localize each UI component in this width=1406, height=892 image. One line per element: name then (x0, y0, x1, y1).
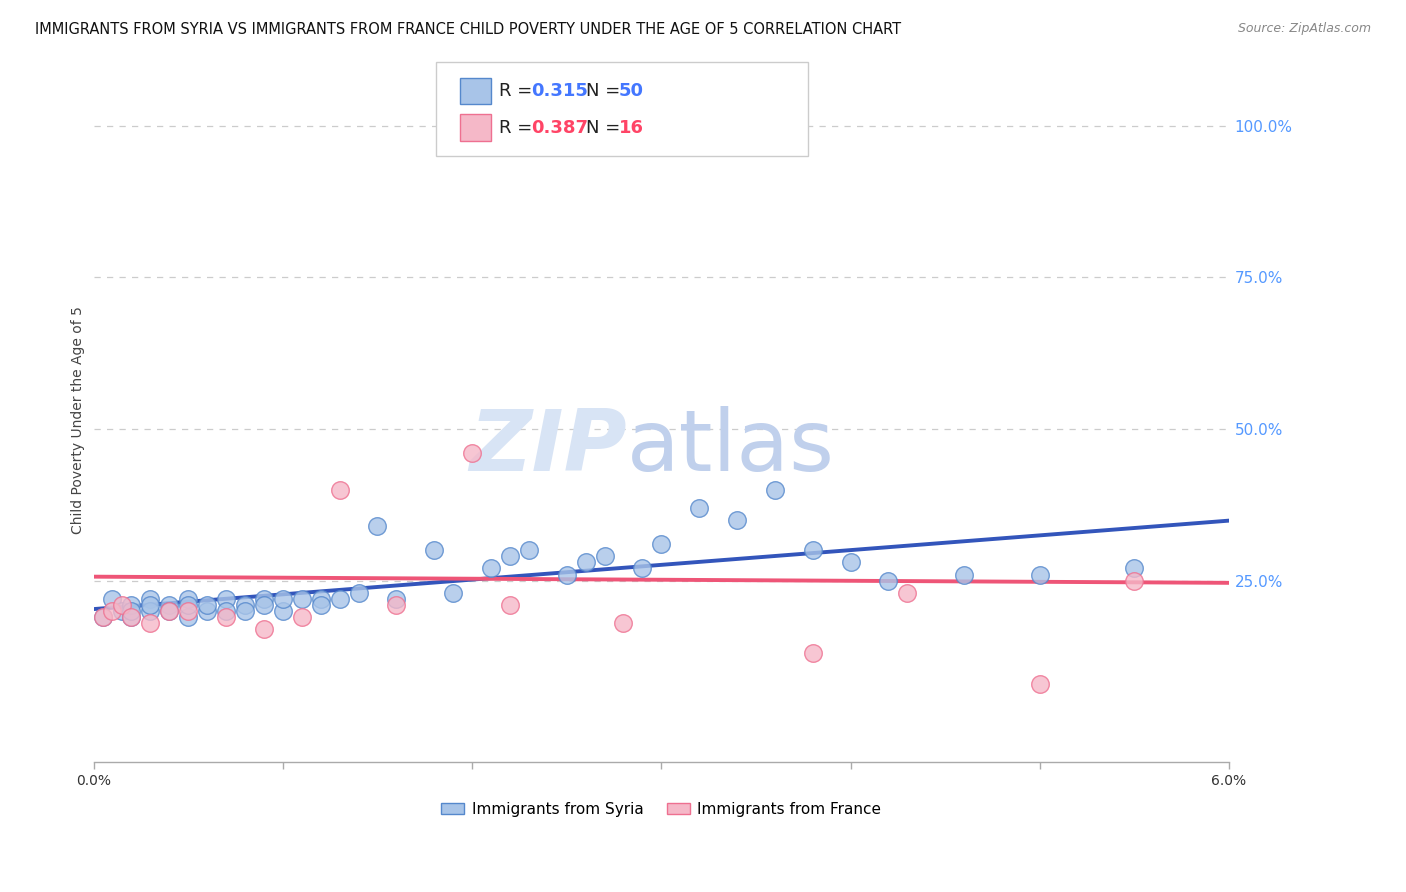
Text: ZIP: ZIP (470, 406, 627, 489)
Point (329, 483, 352, 497)
Text: N =: N = (586, 119, 626, 136)
Point (1029, 567, 1052, 582)
Point (555, 567, 578, 582)
Text: N =: N = (586, 82, 626, 100)
Text: 16: 16 (619, 119, 644, 136)
Point (1029, 676, 1052, 690)
Point (139, 615, 162, 630)
Legend: Immigrants from Syria, Immigrants from France: Immigrants from Syria, Immigrants from F… (436, 796, 887, 823)
Point (157, 598, 180, 612)
Point (157, 604, 180, 618)
Point (111, 598, 134, 612)
Point (139, 604, 162, 618)
Point (309, 598, 332, 612)
Point (688, 500, 710, 515)
Point (271, 604, 294, 618)
Point (291, 591, 314, 606)
Point (329, 591, 352, 606)
Point (499, 598, 522, 612)
Point (461, 446, 484, 460)
Point (385, 591, 408, 606)
Point (157, 604, 180, 618)
Point (233, 604, 256, 618)
Point (839, 555, 862, 569)
Point (366, 519, 388, 533)
Point (347, 585, 370, 599)
Point (215, 604, 238, 618)
Point (575, 555, 598, 569)
Point (309, 591, 332, 606)
Point (139, 591, 162, 606)
Point (593, 549, 616, 564)
Point (499, 549, 522, 564)
Point (120, 604, 142, 618)
Point (441, 119, 464, 133)
Point (177, 591, 200, 606)
Text: R =: R = (499, 119, 538, 136)
Point (177, 598, 200, 612)
Point (877, 574, 900, 588)
Point (896, 585, 918, 599)
Point (253, 598, 276, 612)
Point (195, 598, 218, 612)
Point (517, 543, 540, 558)
Point (479, 561, 502, 575)
Point (111, 604, 134, 618)
Point (423, 543, 446, 558)
Text: IMMIGRANTS FROM SYRIA VS IMMIGRANTS FROM FRANCE CHILD POVERTY UNDER THE AGE OF 5: IMMIGRANTS FROM SYRIA VS IMMIGRANTS FROM… (35, 22, 901, 37)
Point (233, 598, 256, 612)
Point (139, 598, 162, 612)
Point (631, 561, 654, 575)
Text: Source: ZipAtlas.com: Source: ZipAtlas.com (1237, 22, 1371, 36)
Text: 0.315: 0.315 (531, 82, 588, 100)
Point (612, 615, 634, 630)
Point (215, 610, 238, 624)
Point (215, 591, 238, 606)
Point (195, 604, 218, 618)
Point (271, 591, 294, 606)
Point (291, 610, 314, 624)
Point (253, 591, 276, 606)
Point (441, 585, 464, 599)
Point (120, 598, 142, 612)
Point (253, 622, 276, 636)
Text: atlas: atlas (627, 406, 835, 489)
Point (101, 604, 124, 618)
Text: 0.387: 0.387 (531, 119, 589, 136)
Point (385, 598, 408, 612)
Point (725, 513, 748, 527)
Text: R =: R = (499, 82, 538, 100)
Point (177, 610, 200, 624)
Point (177, 604, 200, 618)
Point (801, 543, 824, 558)
Point (120, 610, 142, 624)
Point (763, 483, 786, 497)
Point (801, 646, 824, 660)
Point (1123, 561, 1146, 575)
Point (120, 610, 142, 624)
Point (101, 591, 124, 606)
Point (91, 610, 114, 624)
Text: 50: 50 (619, 82, 644, 100)
Point (1123, 574, 1146, 588)
Point (91, 610, 114, 624)
Point (650, 537, 672, 551)
Y-axis label: Child Poverty Under the Age of 5: Child Poverty Under the Age of 5 (72, 306, 86, 534)
Point (953, 567, 976, 582)
